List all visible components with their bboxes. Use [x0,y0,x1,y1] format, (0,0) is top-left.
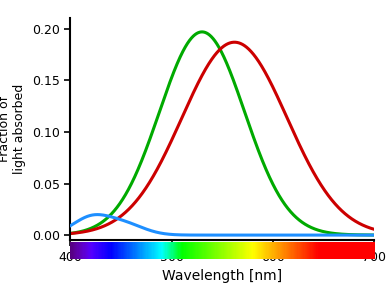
X-axis label: Wavelength [nm]: Wavelength [nm] [162,269,282,283]
Y-axis label: Fraction of
light absorbed: Fraction of light absorbed [0,84,26,175]
